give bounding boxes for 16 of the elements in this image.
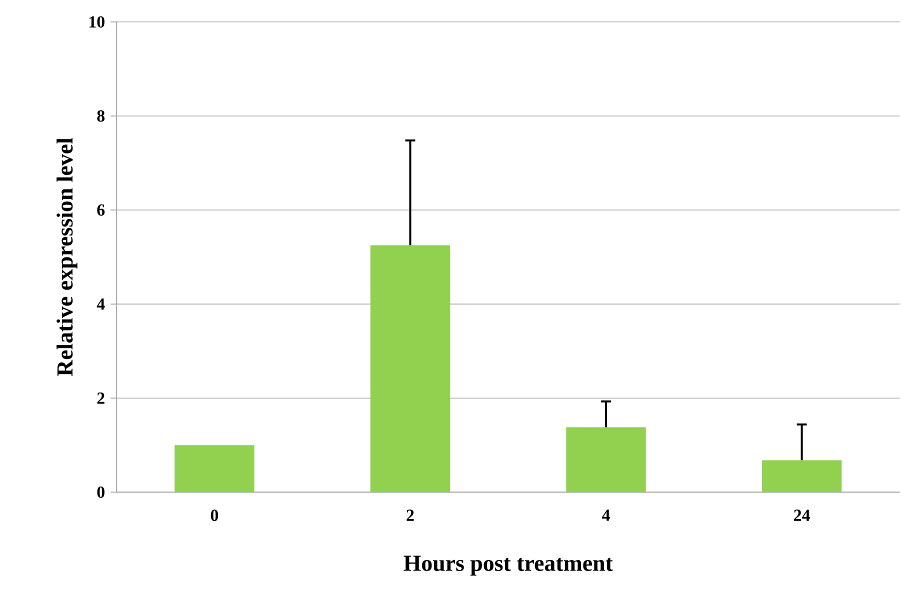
y-tick-label: 4 — [96, 298, 105, 310]
x-axis-title: Hours post treatment — [404, 556, 613, 576]
bar — [370, 245, 450, 492]
bar — [174, 445, 254, 492]
bar — [762, 460, 842, 492]
y-tick-label: 10 — [90, 16, 104, 28]
bar — [566, 427, 646, 492]
y-tick-label: 0 — [97, 486, 104, 498]
y-tick-label: 2 — [97, 392, 104, 404]
y-tick-label: 8 — [97, 110, 105, 122]
x-tick-label: 4 — [602, 510, 610, 521]
y-tick-label: 6 — [97, 204, 105, 216]
x-tick-label: 24 — [794, 510, 810, 521]
x-tick-label: 0 — [210, 510, 218, 522]
y-axis-title: Relative expression level — [56, 138, 78, 376]
x-tick-label: 2 — [406, 510, 414, 521]
